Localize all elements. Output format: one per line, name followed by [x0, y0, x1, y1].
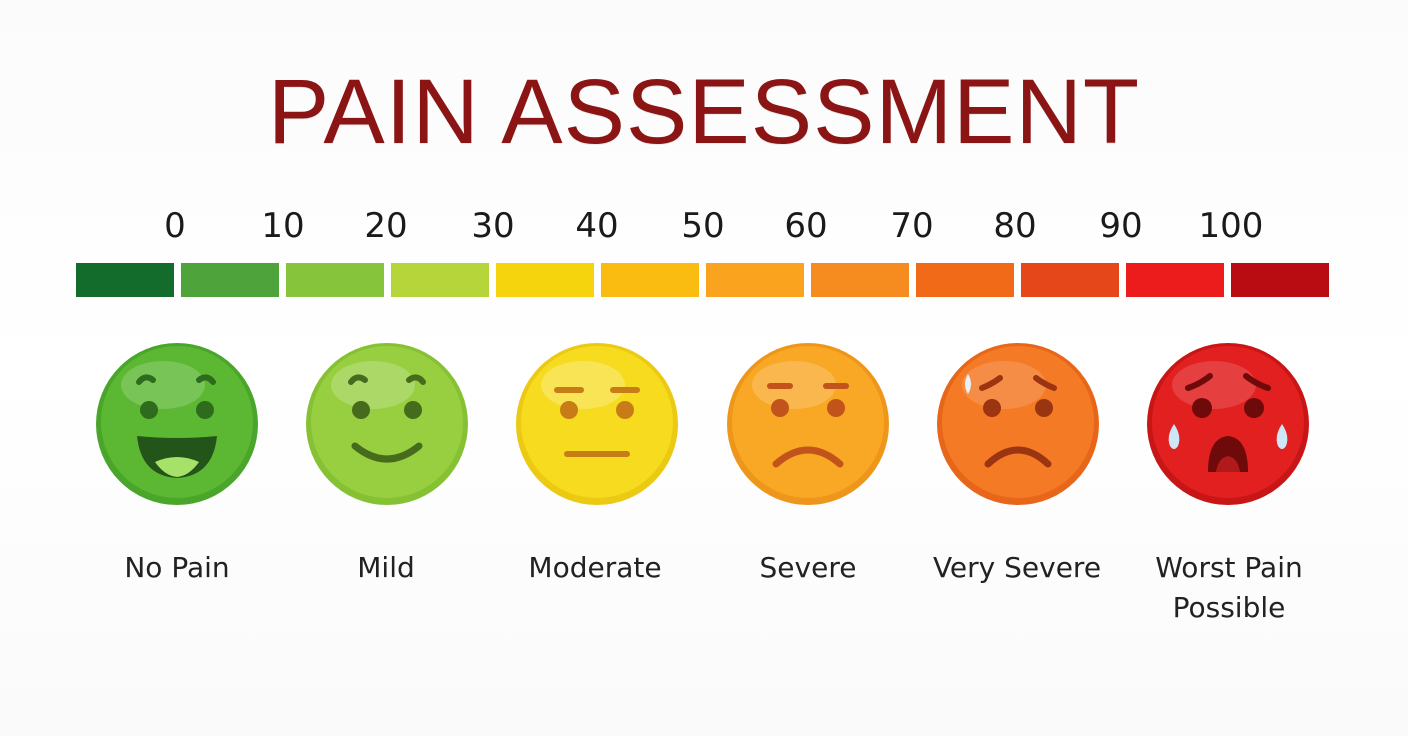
tick-label: 60 — [784, 206, 828, 246]
scale-segment — [286, 263, 384, 297]
tick-label: 0 — [164, 206, 186, 246]
scale-segment — [1021, 263, 1119, 297]
color-scale-bar — [76, 263, 1329, 297]
face-label-line: Very Severe — [932, 551, 1102, 584]
face-label-line: Mild — [357, 551, 415, 584]
face-label-line: Severe — [759, 551, 857, 584]
scale-segment — [181, 263, 279, 297]
face-label-line: Worst Pain — [1155, 551, 1303, 584]
tick-label: 80 — [993, 206, 1037, 246]
crying-face-icon — [1144, 340, 1312, 508]
face-label: No Pain — [67, 548, 287, 588]
scale-segment — [1126, 263, 1224, 297]
tick-label: 30 — [471, 206, 515, 246]
face-label: Worst Pain Possible — [1119, 548, 1339, 628]
scale-segment — [76, 263, 174, 297]
scale-segment — [391, 263, 489, 297]
worried-sweat-face-icon — [934, 340, 1102, 508]
laughing-face-icon — [93, 340, 261, 508]
face-label: Mild — [276, 548, 496, 588]
tick-label: 90 — [1099, 206, 1143, 246]
face-label: Moderate — [485, 548, 705, 588]
page-title: PAIN ASSESSMENT — [267, 61, 1141, 163]
tick-label: 20 — [364, 206, 408, 246]
face-label: Very Severe — [907, 548, 1127, 588]
face-label-line: Moderate — [528, 551, 662, 584]
face-label-line: Possible — [1172, 591, 1286, 624]
face-label-line: No Pain — [124, 551, 230, 584]
smiling-face-icon — [303, 340, 471, 508]
neutral-face-icon — [513, 340, 681, 508]
sad-face-icon — [724, 340, 892, 508]
scale-segment — [916, 263, 1014, 297]
tick-label: 10 — [261, 206, 305, 246]
face-label: Severe — [698, 548, 918, 588]
tick-label: 50 — [681, 206, 725, 246]
scale-segment — [601, 263, 699, 297]
scale-segment — [706, 263, 804, 297]
tick-label: 100 — [1198, 206, 1264, 246]
tick-label: 70 — [890, 206, 934, 246]
scale-segment — [811, 263, 909, 297]
scale-segment — [1231, 263, 1329, 297]
scale-segment — [496, 263, 594, 297]
tick-label: 40 — [575, 206, 619, 246]
